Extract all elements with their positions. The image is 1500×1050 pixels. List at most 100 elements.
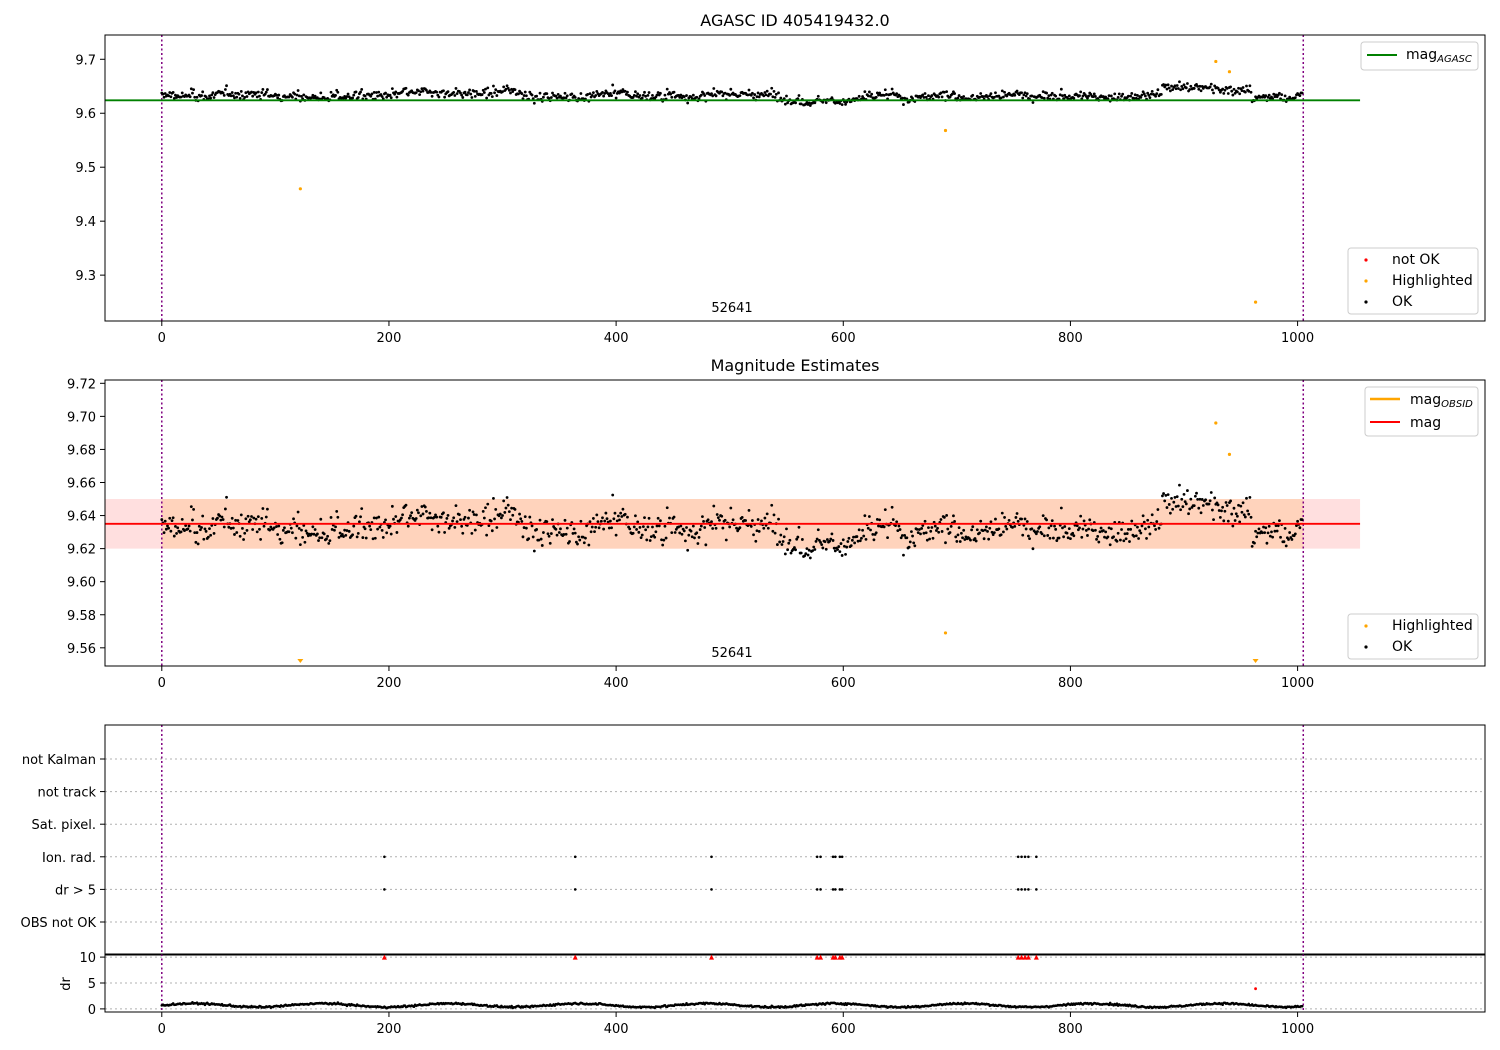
panel2-ok-point xyxy=(291,531,294,535)
panel2-ok-point xyxy=(1047,526,1051,530)
panel1-ok-point xyxy=(1164,83,1168,87)
panel2-ok-point xyxy=(1126,527,1130,531)
panel2-ok-point xyxy=(572,527,576,531)
panel2-highlighted-point xyxy=(943,631,948,635)
panel1-ok-point xyxy=(631,96,635,99)
panel2-ok-point xyxy=(978,531,981,535)
panel1-ok-point xyxy=(610,94,613,98)
panel1-ok-point xyxy=(414,91,418,95)
panel2-ok-point xyxy=(963,538,967,541)
panel2-ok-point xyxy=(1145,537,1148,540)
panel1-ok-point xyxy=(563,91,567,95)
panel2-ok-point xyxy=(275,525,278,528)
panel2-ok-point xyxy=(869,528,872,532)
panel1-ok-point xyxy=(751,91,754,95)
panel2-ok-point xyxy=(168,516,172,520)
panel1-highlighted-point xyxy=(1253,300,1258,304)
panel2-ok-point xyxy=(352,524,356,528)
panel4-ok-point xyxy=(412,1005,416,1009)
panel2-ok-point xyxy=(937,530,941,534)
panel2-ok-point xyxy=(390,504,394,508)
panel2-ok-point xyxy=(903,533,907,537)
panel2-axes-frame xyxy=(104,379,1486,667)
panel1-ok-point xyxy=(643,90,646,94)
panel2-ok-point xyxy=(557,531,561,534)
panel2-ok-point xyxy=(1119,538,1122,542)
panel2-ok-point xyxy=(687,533,691,537)
panel2-ok-point xyxy=(1287,538,1290,541)
panel1-ok-point xyxy=(1162,83,1165,86)
panel2-ok-point xyxy=(241,526,244,530)
panel1-ok-point xyxy=(372,91,376,94)
panel2-ok-point xyxy=(260,516,264,520)
panel1-ok-point xyxy=(329,90,333,94)
panel1-ok-point xyxy=(480,93,484,96)
panel1-ok-point xyxy=(782,97,786,100)
panel1-ok-point xyxy=(245,95,249,98)
panel1-ok-point xyxy=(1208,85,1212,89)
panel1-ok-point xyxy=(174,93,177,97)
legend-marker-ok xyxy=(1364,645,1368,649)
panel2-ok-point xyxy=(429,516,433,520)
panel4-ytick-label-10: 10 xyxy=(79,951,96,966)
panel1-ok-point xyxy=(302,93,306,97)
panel2-ok-point xyxy=(294,536,298,540)
panel1-ok-point xyxy=(1023,91,1027,95)
panel2-ok-point xyxy=(803,554,807,558)
panel1-ok-point xyxy=(921,93,925,97)
panel2-ok-point xyxy=(1000,511,1004,515)
panel2-ok-point xyxy=(1250,544,1254,548)
panel2-ok-point xyxy=(425,509,428,513)
panel1-ok-point xyxy=(755,95,759,99)
panel1-ok-point xyxy=(603,92,607,95)
panel1-ok-point xyxy=(1116,96,1120,99)
panel2-ok-point xyxy=(521,535,525,539)
panel1-ok-point xyxy=(869,94,872,98)
panel2-ok-point xyxy=(208,527,211,530)
panel1-ok-point xyxy=(192,88,195,92)
panel1-ok-point xyxy=(647,91,651,94)
panel2-ok-point xyxy=(336,515,340,519)
panel3-flag-point xyxy=(1035,888,1038,891)
panel2-ok-point xyxy=(698,528,702,531)
panel1-ok-point xyxy=(1156,88,1160,92)
panel2-ok-point xyxy=(1023,517,1027,521)
panel2-ok-point xyxy=(635,528,638,531)
panel1-axes-frame xyxy=(104,34,1486,322)
panel1-ok-point xyxy=(388,93,392,97)
panel2-ok-point xyxy=(1157,526,1161,530)
panel2-ok-point xyxy=(1065,531,1069,535)
panel2-ok-point xyxy=(467,516,470,520)
panel2-highlighted-point xyxy=(1214,421,1218,425)
panel2-ok-point xyxy=(164,527,168,531)
panel2-ok-point xyxy=(779,533,783,537)
panel2-ok-point xyxy=(368,524,372,528)
panel2-ok-point xyxy=(447,526,451,530)
panel2-ok-point xyxy=(278,537,282,541)
panel1-ok-point xyxy=(695,95,699,99)
panel1-ok-point xyxy=(511,90,515,93)
panel2-ok-point xyxy=(816,528,820,532)
panel2-ok-point xyxy=(902,553,905,557)
panel1-ok-point xyxy=(1148,96,1152,100)
panel2-ok-point xyxy=(1050,519,1054,523)
panel1-ok-point xyxy=(435,90,439,94)
panel2-ok-point xyxy=(829,537,833,541)
panel2-ok-point xyxy=(649,535,653,539)
panel2-ok-point xyxy=(969,538,972,542)
panel4-ytick-label-5: 5 xyxy=(88,977,96,992)
panel2-ok-point xyxy=(971,525,975,529)
panel2-ok-point xyxy=(699,524,703,528)
panel1-ok-point xyxy=(772,90,776,93)
panel2-ok-point xyxy=(877,524,880,528)
panel1-ok-point xyxy=(389,96,393,100)
panel2-ok-point xyxy=(919,532,922,536)
panel1-ok-point xyxy=(459,91,462,95)
panel2-ok-point xyxy=(354,514,358,518)
panel2-ok-point xyxy=(445,516,449,520)
panel2-ok-point xyxy=(948,531,952,534)
panel2-ok-point xyxy=(653,535,657,539)
panel2-ok-point xyxy=(812,545,816,549)
panel2-ok-point xyxy=(1239,504,1243,508)
panel1-highlighted-point xyxy=(1214,59,1218,64)
